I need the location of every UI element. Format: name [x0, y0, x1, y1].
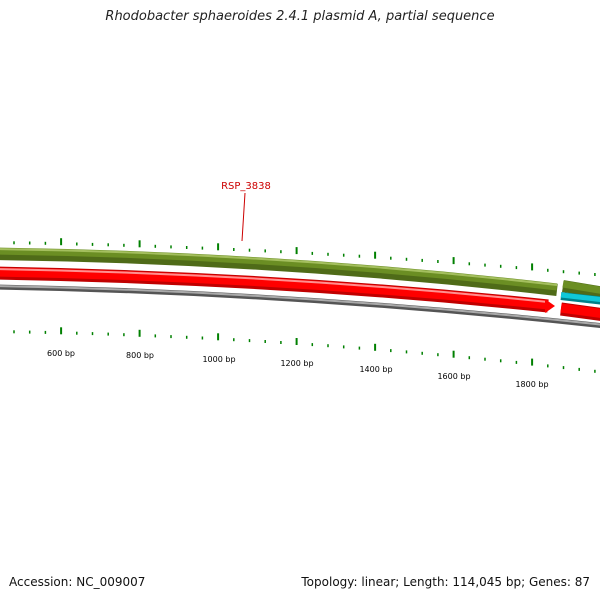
scale-label-1200: 1200 bp	[280, 359, 313, 368]
reverse-strand-track[interactable]	[0, 266, 600, 321]
scale-label-1600: 1600 bp	[437, 372, 470, 381]
accession-text: Accession: NC_009007	[9, 575, 146, 589]
cyan-feature[interactable]	[560, 292, 600, 305]
map-title: Rhodobacter sphaeroides 2.4.1 plasmid A,…	[105, 9, 495, 24]
scale-label-1000: 1000 bp	[202, 355, 235, 364]
scale-labels: 600 bp 800 bp 1000 bp 1200 bp 1400 bp 16…	[47, 349, 549, 389]
scale-label-600: 600 bp	[47, 349, 75, 358]
sequence-line	[0, 284, 600, 328]
upper-tick-marks	[13, 238, 596, 276]
scale-label-800: 800 bp	[126, 351, 154, 360]
scale-label-1800: 1800 bp	[515, 380, 548, 389]
lower-tick-marks	[13, 327, 596, 373]
sequence-summary: Topology: linear; Length: 114,045 bp; Ge…	[301, 575, 590, 589]
gene-callout-line	[241, 192, 246, 242]
gene-label-rsp-3838[interactable]: RSP_3838	[221, 181, 271, 192]
reverse-arrowhead	[545, 299, 555, 313]
forward-strand-track[interactable]	[0, 247, 600, 299]
gene-callout[interactable]: RSP_3838	[221, 181, 271, 242]
scale-label-1400: 1400 bp	[359, 365, 392, 374]
